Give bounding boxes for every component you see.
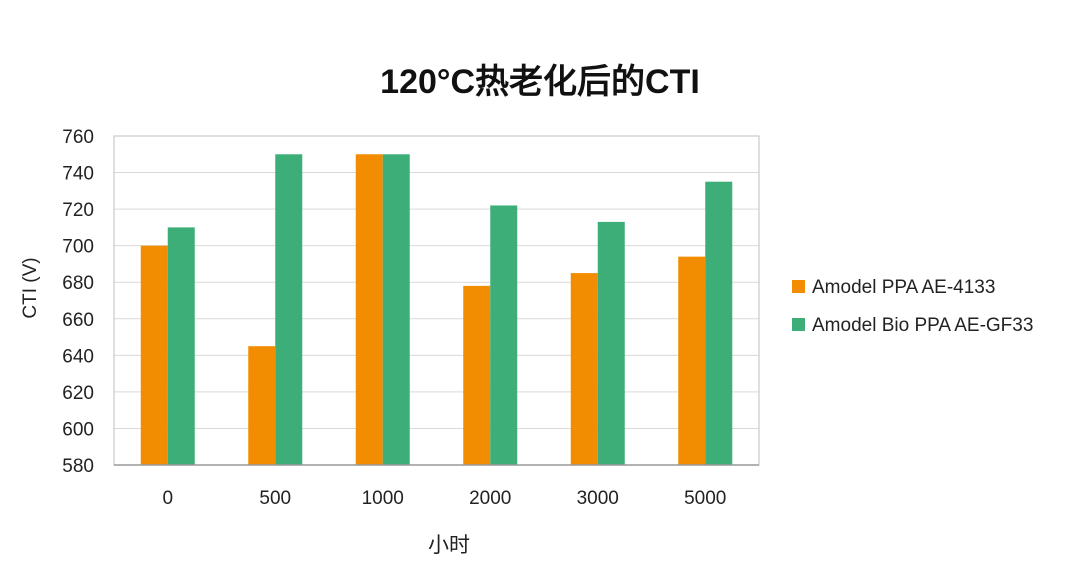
bar [355, 154, 383, 465]
y-tick-label: 740 [62, 164, 94, 185]
y-tick-label: 660 [62, 310, 94, 331]
y-tick-label: 580 [62, 456, 94, 477]
x-tick-label: 3000 [577, 488, 619, 509]
bar [382, 154, 410, 465]
bar [275, 154, 303, 465]
bar [570, 273, 598, 465]
legend-label: Amodel Bio PPA AE-GF33 [812, 315, 1033, 336]
bars [140, 154, 733, 465]
x-axis-label: 小时 [428, 534, 470, 557]
bar [463, 285, 491, 465]
chart-title: 120°C热老化后的CTI [380, 63, 700, 101]
y-tick-label: 700 [62, 237, 94, 258]
bar [167, 227, 195, 465]
x-tick-label: 2000 [469, 488, 511, 509]
bar [597, 221, 625, 465]
x-tick-label: 5000 [684, 488, 726, 509]
axes: 580 600 620 640 660 680 700 720 740 760 0 500 1000 20… [62, 127, 760, 509]
legend-swatch [792, 318, 805, 331]
legend-swatch [792, 280, 805, 293]
legend: Amodel PPA AE-4133 Amodel Bio PPA AE-GF33 [792, 277, 1033, 336]
plot-area-border [113, 135, 760, 466]
y-tick-label: 720 [62, 200, 94, 221]
y-tick-label: 640 [62, 346, 94, 367]
y-tick-label: 760 [62, 127, 94, 148]
x-tick-label: 500 [259, 488, 291, 509]
bar [705, 181, 733, 465]
y-axis-label: CTI (V) [20, 257, 41, 318]
bar [490, 205, 518, 465]
x-tick-label: 1000 [362, 488, 404, 509]
x-tick-label: 0 [162, 488, 173, 509]
bar [678, 256, 706, 465]
y-tick-label: 680 [62, 273, 94, 294]
bar [248, 346, 276, 465]
y-tick-label: 620 [62, 383, 94, 404]
y-tick-label: 600 [62, 419, 94, 440]
bar [140, 245, 168, 465]
gridlines [114, 172, 759, 429]
legend-label: Amodel PPA AE-4133 [812, 277, 995, 298]
